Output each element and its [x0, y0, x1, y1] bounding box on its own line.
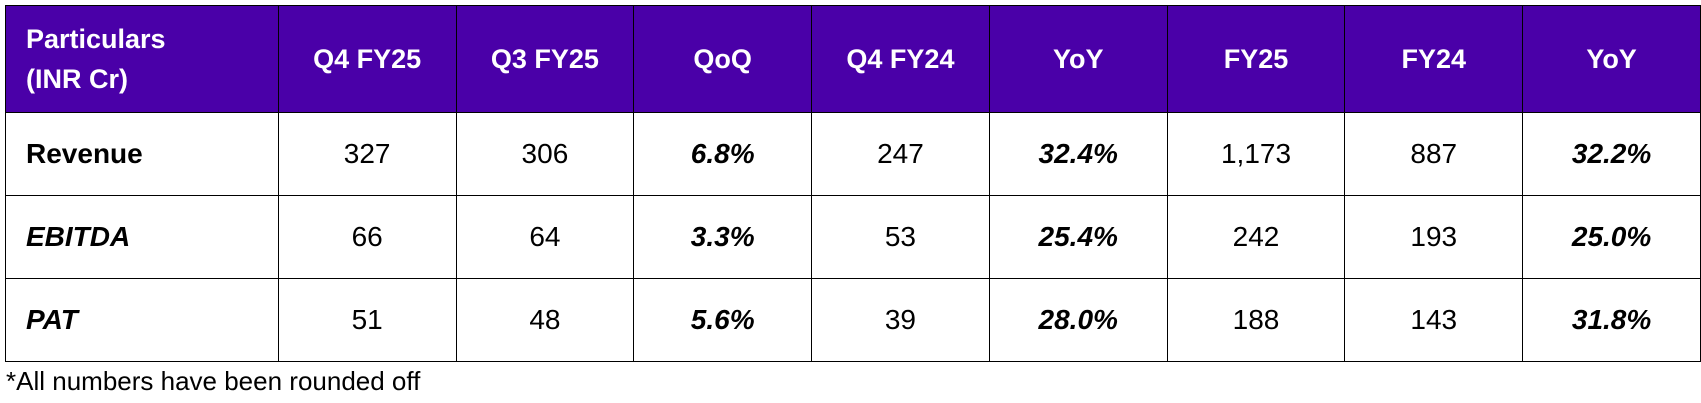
table-cell-percent: 3.3% [633, 195, 813, 279]
table-cell: 327 [277, 112, 457, 196]
table-cell: 1,173 [1166, 112, 1346, 196]
table-cell-percent: 32.2% [1522, 112, 1701, 196]
table-cell: 193 [1344, 195, 1524, 279]
table-cell: 64 [455, 195, 635, 279]
header-particulars-unit: (INR Cr) [26, 64, 128, 94]
table-cell: 53 [811, 195, 990, 279]
table-cell: 242 [1166, 195, 1346, 279]
table-cell-percent: 25.0% [1522, 195, 1701, 279]
table-cell-percent: 31.8% [1522, 278, 1701, 362]
table-cell-percent: 28.0% [988, 278, 1168, 362]
table-cell: 306 [455, 112, 635, 196]
row-label-ebitda: EBITDA [5, 195, 279, 279]
header-q3-fy25: Q3 FY25 [455, 5, 635, 113]
header-fy25: FY25 [1166, 5, 1346, 113]
financial-summary-table: Particulars (INR Cr) Q4 FY25 Q3 FY25 QoQ… [5, 5, 1701, 362]
table-cell: 887 [1344, 112, 1524, 196]
header-particulars-title: Particulars [26, 24, 166, 54]
row-label-revenue: Revenue [5, 112, 279, 196]
header-qoq: QoQ [633, 5, 813, 113]
row-label-pat: PAT [5, 278, 279, 362]
table-row-ebitda: EBITDA 66 64 3.3% 53 25.4% 242 193 25.0% [5, 195, 1701, 279]
header-q4-fy24: Q4 FY24 [811, 5, 990, 113]
table-cell-percent: 25.4% [988, 195, 1168, 279]
table-cell: 66 [277, 195, 457, 279]
table-cell: 39 [811, 278, 990, 362]
table-cell: 188 [1166, 278, 1346, 362]
table-cell-percent: 5.6% [633, 278, 813, 362]
header-fy24: FY24 [1344, 5, 1524, 113]
header-yoy-quarter: YoY [988, 5, 1168, 113]
table-cell-percent: 6.8% [633, 112, 813, 196]
table-cell: 143 [1344, 278, 1524, 362]
table-row-revenue: Revenue 327 306 6.8% 247 32.4% 1,173 887… [5, 112, 1701, 196]
header-q4-fy25: Q4 FY25 [277, 5, 457, 113]
header-particulars: Particulars (INR Cr) [5, 5, 279, 113]
table-row-pat: PAT 51 48 5.6% 39 28.0% 188 143 31.8% [5, 278, 1701, 362]
table-header-row: Particulars (INR Cr) Q4 FY25 Q3 FY25 QoQ… [5, 5, 1701, 113]
table-cell: 247 [811, 112, 990, 196]
header-yoy-annual: YoY [1522, 5, 1701, 113]
table-cell: 48 [455, 278, 635, 362]
table-cell-percent: 32.4% [988, 112, 1168, 196]
table-cell: 51 [277, 278, 457, 362]
footnote: *All numbers have been rounded off [6, 366, 421, 396]
